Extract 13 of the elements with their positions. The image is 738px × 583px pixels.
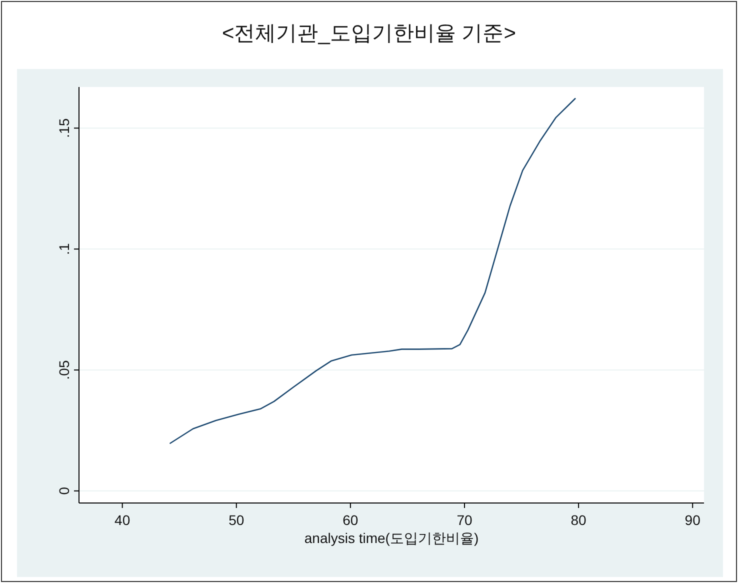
y-tick-label: 0 <box>56 486 72 495</box>
x-axis-title: analysis time(도입기한비율) <box>304 530 479 546</box>
x-tick-label: 80 <box>570 512 587 528</box>
x-tick-label: 90 <box>684 512 701 528</box>
y-tick-label: .1 <box>56 243 72 255</box>
x-tick-label: 50 <box>228 512 244 528</box>
line-series <box>170 98 576 444</box>
chart-title: <전체기관_도입기한비율 기준> <box>222 22 516 45</box>
x-tick-label: 40 <box>114 512 130 528</box>
y-tick-label: .15 <box>56 118 72 138</box>
x-tick-label: 60 <box>342 512 358 528</box>
x-tick-label: 70 <box>456 512 472 528</box>
y-tick-label: .05 <box>56 360 72 380</box>
